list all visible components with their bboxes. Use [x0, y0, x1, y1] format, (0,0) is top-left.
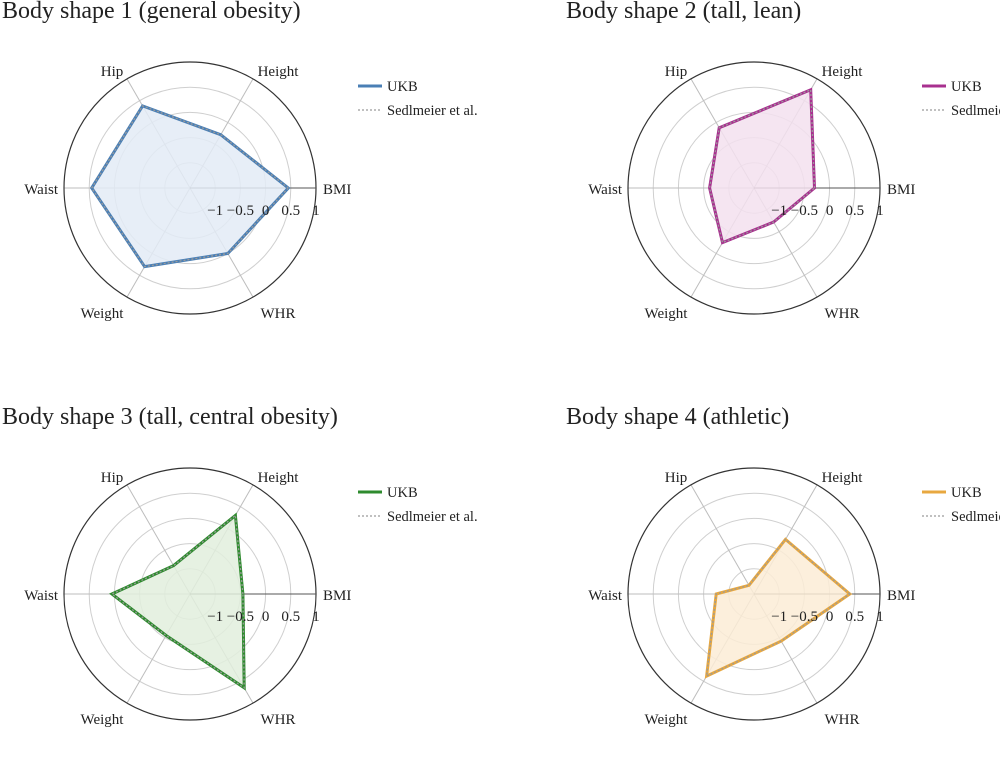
legend-label-sedlmeier: Sedlmeier et al.	[951, 103, 1000, 119]
axis-label-whr: WHR	[261, 712, 296, 728]
axis-label-hip: Hip	[665, 470, 688, 486]
chart-title: Body shape 1 (general obesity)	[2, 0, 301, 24]
chart-title: Body shape 4 (athletic)	[566, 404, 790, 430]
chart-title: Body shape 3 (tall, central obesity)	[2, 404, 338, 430]
axis-label-waist: Waist	[24, 182, 59, 198]
panel-4: Body shape 4 (athletic) −1 −0.5 0 0.5 1 BMI He…	[564, 404, 1000, 777]
series-sedlmeier-polygon	[705, 538, 851, 678]
chart-title: Body shape 2 (tall, lean)	[566, 0, 802, 24]
axis-label-weight: Weight	[645, 306, 689, 322]
radial-tick-label: 1	[312, 609, 320, 625]
axis-label-height: Height	[822, 64, 864, 80]
radial-tick-label: −0.5	[791, 203, 818, 219]
axis-label-waist: Waist	[588, 182, 623, 198]
series-sedlmeier-polygon	[110, 514, 245, 690]
panel-3: Body shape 3 (tall, central obesity) −1−…	[0, 404, 500, 777]
radial-tick-label: 1	[876, 609, 884, 625]
radial-tick-label: −1	[771, 609, 787, 625]
series-sedlmeier-polygon	[708, 88, 816, 244]
radial-tick-label: 0	[826, 203, 834, 219]
axis-label-hip: Hip	[665, 64, 688, 80]
radial-tick-label: 1	[312, 203, 320, 219]
axis-label-height: Height	[822, 470, 864, 486]
series-ukb-polygon	[89, 104, 291, 269]
axis-label-height: Height	[258, 470, 300, 486]
panel-1: Body shape 1 (general obesity) −1 −0.5 0 0.…	[0, 0, 500, 371]
radial-tick-label: 0.5	[281, 203, 300, 219]
radial-tick-label: 0	[826, 609, 834, 625]
axis-label-weight: Weight	[81, 712, 125, 728]
radial-tick-label: −1	[207, 609, 223, 625]
legend-label-ukb: UKB	[387, 485, 418, 501]
axis-label-whr: WHR	[261, 306, 296, 322]
axis-label-weight: Weight	[81, 306, 125, 322]
radial-tick-label: 0.5	[845, 203, 864, 219]
legend-label-ukb: UKB	[951, 485, 982, 501]
axis-label-whr: WHR	[825, 306, 860, 322]
panel-2: Body shape 2 (tall, lean) −1 −0.5 0 0.5 1 BMI…	[564, 0, 1000, 371]
radial-tick-label: −0.5	[791, 609, 818, 625]
radial-tick-label: −0.5	[227, 609, 254, 625]
radial-tick-label: −0.5	[227, 203, 254, 219]
legend-label-sedlmeier: Sedlmeier et al.	[387, 103, 478, 119]
axis-label-bmi: BMI	[323, 182, 351, 198]
legend-label-ukb: UKB	[387, 79, 418, 95]
axis-label-height: Height	[258, 64, 300, 80]
radial-tick-label: 0	[262, 203, 270, 219]
legend-label-sedlmeier: Sedlmeier et al.	[387, 509, 478, 525]
radial-tick-label: −1	[771, 203, 787, 219]
legend-label-ukb: UKB	[951, 79, 982, 95]
axis-label-waist: Waist	[588, 588, 623, 604]
axis-label-bmi: BMI	[887, 182, 915, 198]
axis-label-weight: Weight	[645, 712, 689, 728]
axis-label-bmi: BMI	[887, 588, 915, 604]
radial-tick-label: 1	[876, 203, 884, 219]
axis-label-whr: WHR	[825, 712, 860, 728]
axis-label-bmi: BMI	[323, 588, 351, 604]
series-ukb-polygon	[704, 537, 853, 679]
radial-tick-label: −1	[207, 203, 223, 219]
series-ukb-polygon	[109, 512, 246, 691]
radial-tick-label: 0	[262, 609, 270, 625]
radial-tick-label: 0.5	[281, 609, 300, 625]
series-ukb-polygon	[708, 87, 817, 245]
radial-tick-label: 0.5	[845, 609, 864, 625]
axis-label-hip: Hip	[101, 64, 124, 80]
axis-label-hip: Hip	[101, 470, 124, 486]
axis-label-waist: Waist	[24, 588, 59, 604]
legend-label-sedlmeier: Sedlmeier et al.	[951, 509, 1000, 525]
series-sedlmeier-polygon	[90, 105, 290, 268]
spoke-line	[690, 484, 755, 595]
